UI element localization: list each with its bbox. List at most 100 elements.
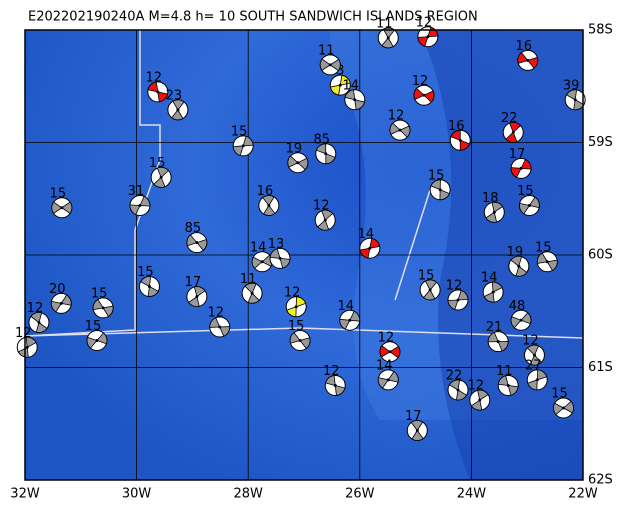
y-tick-label: 60S — [588, 248, 613, 263]
depth-label: 15 — [418, 268, 435, 283]
focal-mechanism — [510, 309, 532, 331]
depth-label: 17 — [405, 409, 422, 424]
beachball-axis — [241, 144, 245, 148]
beachball-compression — [510, 255, 528, 277]
focal-mechanism — [413, 84, 435, 106]
beachball-axis — [388, 350, 392, 354]
focal-mechanism — [359, 237, 381, 259]
depth-label: 13 — [268, 237, 285, 252]
depth-label: 48 — [509, 299, 526, 314]
focal-mechanism — [502, 121, 524, 143]
focal-mechanism — [344, 89, 366, 111]
beachball-compression — [389, 122, 411, 138]
beachball-axis — [458, 138, 462, 142]
frame — [24, 29, 584, 481]
beachball-compression — [485, 201, 504, 223]
y-tick-label: 58S — [588, 23, 613, 38]
depth-label: 15 — [517, 184, 534, 199]
beachball-axis — [535, 378, 539, 382]
depth-label: 11 — [376, 16, 393, 31]
beachball-axis — [478, 398, 482, 402]
depth-label: 16 — [257, 184, 274, 199]
depth-label: 15 — [137, 265, 154, 280]
beachball-axis — [527, 204, 531, 207]
x-tick-label: 24W — [457, 487, 487, 502]
depth-label: 19 — [286, 141, 303, 156]
beachball-axis — [422, 93, 426, 97]
beachball-axis — [37, 321, 41, 324]
beachball-axis — [195, 295, 199, 299]
depth-label: 27 — [525, 358, 542, 373]
depth-label: 14 — [343, 78, 360, 93]
plate-boundary — [24, 30, 161, 337]
depth-label: 14 — [376, 358, 393, 373]
focal-mechanism — [285, 296, 307, 318]
focal-mechanism — [379, 341, 401, 363]
depth-label: 31 — [128, 184, 145, 199]
beachball-axis — [348, 318, 352, 322]
focal-mechanism — [429, 179, 451, 201]
focal-mechanism — [209, 316, 231, 338]
beachball-axis — [353, 98, 357, 102]
beachball-axis — [260, 260, 264, 264]
depth-label: 16 — [448, 119, 465, 134]
depth-label: 17 — [509, 147, 526, 162]
depth-label: 12 — [522, 334, 539, 349]
focal-mechanism — [28, 312, 50, 333]
depth-label: 22 — [501, 111, 518, 126]
depth-label: 12 — [412, 74, 429, 89]
focal-mechanism — [447, 379, 469, 401]
focal-mechanism — [232, 135, 254, 157]
focal-mechanism — [147, 81, 169, 103]
focal-mechanism — [497, 375, 519, 396]
focal-mechanism — [482, 281, 504, 303]
x-tick-label: 26W — [345, 487, 375, 502]
beachball-axis — [294, 305, 298, 309]
focal-mechanism — [526, 369, 548, 391]
depth-label: 14 — [250, 240, 267, 255]
depth-label: 12 — [313, 199, 330, 214]
focal-mechanism — [487, 331, 509, 353]
depth-label: 15 — [149, 156, 166, 171]
depth-label: 12 — [378, 330, 395, 345]
depth-label: 85 — [185, 221, 202, 236]
y-tick-label: 62S — [588, 473, 613, 488]
focal-mechanism — [483, 201, 505, 223]
beachball-axis — [156, 90, 160, 94]
beachball-axis — [428, 288, 432, 292]
focal-mechanism — [552, 397, 574, 419]
focal-mechanism — [315, 143, 337, 165]
depth-label: 11 — [496, 364, 513, 379]
beachball-compression — [30, 312, 48, 333]
y-tick-label: 59S — [588, 135, 613, 150]
beachball-compression — [450, 129, 471, 151]
beachball-axis — [338, 83, 342, 87]
beachball-axis — [426, 35, 430, 39]
depth-label: 12 — [323, 364, 340, 379]
beachball-axis — [438, 188, 442, 192]
depth-label: 12 — [284, 285, 301, 300]
beachball-axis — [386, 36, 390, 40]
beachball-axis — [368, 246, 372, 250]
depth-label: 20 — [49, 282, 66, 297]
focal-mechanism — [447, 289, 469, 311]
focal-mechanism — [314, 209, 336, 231]
beachball-axis — [101, 306, 105, 310]
x-tick-label: 28W — [233, 487, 263, 502]
beachball-compression — [377, 371, 399, 389]
depth-label: 15 — [91, 286, 108, 301]
focal-mechanism — [523, 344, 545, 366]
focal-mechanism — [186, 286, 208, 308]
depth-label: 11 — [240, 272, 257, 287]
focal-mechanism — [16, 336, 38, 358]
beachball-compression — [517, 52, 539, 69]
depth-label: 85 — [313, 132, 330, 147]
plate-boundary — [24, 327, 584, 339]
focal-mechanism — [50, 292, 72, 314]
depth-label: 15 — [551, 387, 568, 402]
beachball-compression — [527, 369, 548, 391]
y-tick-label: 61S — [588, 360, 613, 375]
focal-mechanism — [129, 195, 151, 216]
focal-mechanism — [51, 197, 73, 219]
beachball-axis — [519, 166, 523, 170]
